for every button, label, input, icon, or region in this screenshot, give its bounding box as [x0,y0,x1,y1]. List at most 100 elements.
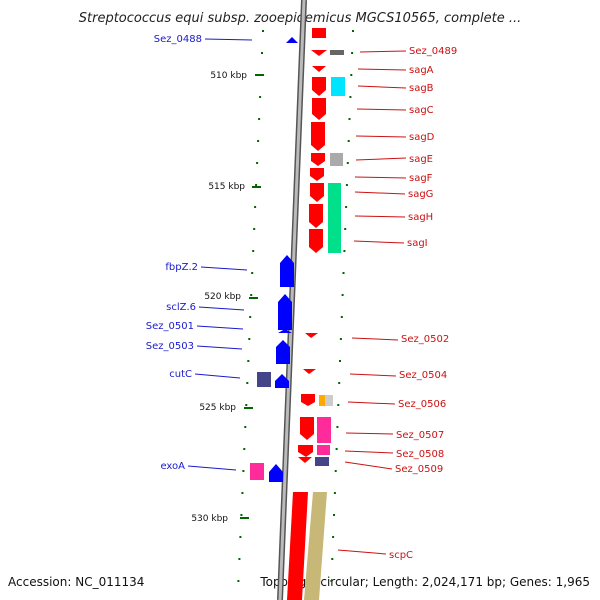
track-dot [261,52,263,54]
leader-line [196,345,243,350]
gene-label-cutc: cutC [169,369,192,380]
scale-tick [244,407,253,409]
leader-line [354,215,406,218]
track-dot [349,96,352,98]
gene-glyph [328,183,341,253]
gene-label-sez-0508: Sez_0508 [396,449,444,460]
track-dot [340,316,343,318]
right-labels: Sez_0489 sagA sagB sagC sagD sagE sagF s… [337,46,457,561]
leader-line [204,38,253,41]
leader-line [347,401,396,405]
scale-tick [249,297,258,299]
gene-label-sez-0503: Sez_0503 [146,341,194,352]
gene-label-sez-0504: Sez_0504 [399,370,447,381]
track-dot [255,184,258,186]
gene-glyph [317,417,331,443]
backbone [278,0,306,600]
gene-glyph [331,77,345,96]
scale-tick [240,517,249,519]
track-dot [335,448,338,450]
track-dot [246,382,249,384]
scale-tick [255,74,264,76]
track-dot [245,404,248,406]
reverse-strand-genes [250,37,298,482]
gene-glyph-sagg [310,183,324,202]
gene-glyph [317,445,330,455]
track-dot [347,140,350,142]
track-dot [242,470,245,472]
leader-line [353,240,405,244]
track-dot [331,558,334,560]
gene-label-sage: sagE [409,154,433,165]
gene-glyph [257,372,271,387]
gene-glyph [330,153,343,166]
gene-glyph [315,457,329,466]
leader-line [187,465,237,471]
gene-glyph-sez-0509 [298,457,312,463]
track-dot [350,74,353,76]
gene-label-sagc: sagC [409,105,434,116]
track-dot [336,426,339,428]
gene-glyph-scpc [287,492,308,600]
gene-label-exoa: exoA [160,461,185,472]
gene-label-sez-0501: Sez_0501 [146,321,194,332]
gene-glyph-sagh [309,204,323,228]
gene-glyph-sagd [311,122,325,151]
scale-label-530: 530 kbp [191,514,228,524]
track-dot [341,294,344,296]
scale-label-525: 525 kbp [199,403,236,413]
track-dot [346,162,349,164]
track-dot [343,250,346,252]
gene-glyph [250,463,264,480]
track-dot [253,228,256,230]
gene-label-sez-0506: Sez_0506 [398,399,446,410]
track-dot [259,96,262,98]
gene-glyph-sagc [312,98,326,120]
gene-glyph [312,28,326,38]
track-dot [342,272,345,274]
gene-label-fbpz2: fbpZ.2 [165,262,198,273]
gene-label-sclz6: sclZ.6 [166,302,196,313]
track-dot [345,184,348,186]
track-dot [334,470,337,472]
accession-text: Accession: NC_011134 [8,575,144,589]
leader-line [355,157,407,161]
track-dot [250,294,253,296]
leader-line [359,50,407,53]
track-dot [258,118,261,120]
leader-line [354,191,406,195]
gene-glyph-sez-0501 [278,329,292,333]
track-dot [247,360,250,362]
leader-line [356,108,407,111]
gene-label-scpc: scpC [389,550,413,561]
genome-summary-text: Topology: circular; Length: 2,024,171 bp… [259,575,590,589]
leader-line [355,135,407,138]
left-labels: Sez_0488 fbpZ.2 sclZ.6 Sez_0501 Sez_0503… [146,34,253,472]
gene-label-sez-0502: Sez_0502 [401,334,449,345]
gene-glyph-exoa [269,464,283,482]
track-dot [248,338,251,340]
track-dot [241,492,244,494]
leader-line [357,85,407,89]
track-dot [337,404,340,406]
track-dot [257,140,260,142]
track-dot [348,118,351,120]
leader-line [349,373,397,377]
gene-glyph [325,395,333,406]
gene-label-sez-0489: Sez_0489 [409,46,457,57]
track-dot [240,514,243,516]
gene-glyph-sez-0503 [276,340,290,364]
scale: 510 kbp 515 kbp 520 kbp 525 kbp 530 kbp [191,71,264,524]
gene-label-sagb: sagB [409,83,434,94]
track-dot [249,316,252,318]
gene-label-sagh: sagH [408,212,433,223]
track-dot [254,206,257,208]
gene-glyph-sez-0504 [303,369,316,374]
track-dot [351,52,354,54]
track-dot [244,426,247,428]
track-dot [238,558,241,560]
gene-glyph-sagf [310,168,324,181]
track-dot [256,162,259,164]
gene-glyph-sez-0507 [300,417,314,440]
